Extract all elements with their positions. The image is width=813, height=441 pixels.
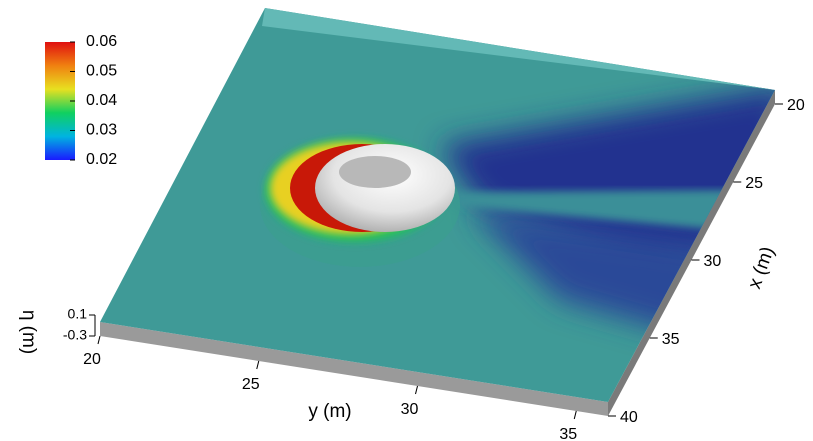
- x-tick-label: 20: [787, 97, 805, 114]
- y-tick-label: 25: [242, 376, 260, 393]
- colorbar-tick-label: 0.03: [86, 122, 117, 139]
- x-tick-label: 35: [662, 331, 680, 348]
- colorbar-tick-label: 0.06: [86, 33, 117, 50]
- colorbar-tick-label: 0.04: [86, 92, 117, 109]
- colorbar-tick-label: 0.05: [86, 63, 117, 80]
- z-tick-label: 0.1: [68, 306, 88, 322]
- y-tick: [416, 386, 418, 394]
- plate: [100, 8, 790, 416]
- y-axis-label: y (m): [308, 401, 351, 422]
- y-tick: [574, 411, 576, 419]
- x-tick-label: 30: [704, 253, 722, 270]
- x-tick-label: 25: [745, 175, 763, 192]
- z-tick-label: -0.3: [63, 327, 87, 343]
- colorbar-tick-label: 0.02: [86, 151, 117, 168]
- y-tick-label: 30: [401, 401, 419, 418]
- z-axis-label: η (m): [18, 310, 39, 354]
- x-tick-label: 40: [620, 409, 638, 426]
- chart: y (m) x (m) η (m) 0.02 0.03 0.04 0.05 0.06 20…: [0, 0, 813, 441]
- y-tick-label: 35: [559, 426, 577, 441]
- x-axis-label: x (m): [744, 244, 779, 292]
- y-tick: [257, 361, 259, 369]
- y-tick: [98, 336, 100, 344]
- island-top: [339, 156, 411, 188]
- y-tick-label: 20: [83, 351, 101, 368]
